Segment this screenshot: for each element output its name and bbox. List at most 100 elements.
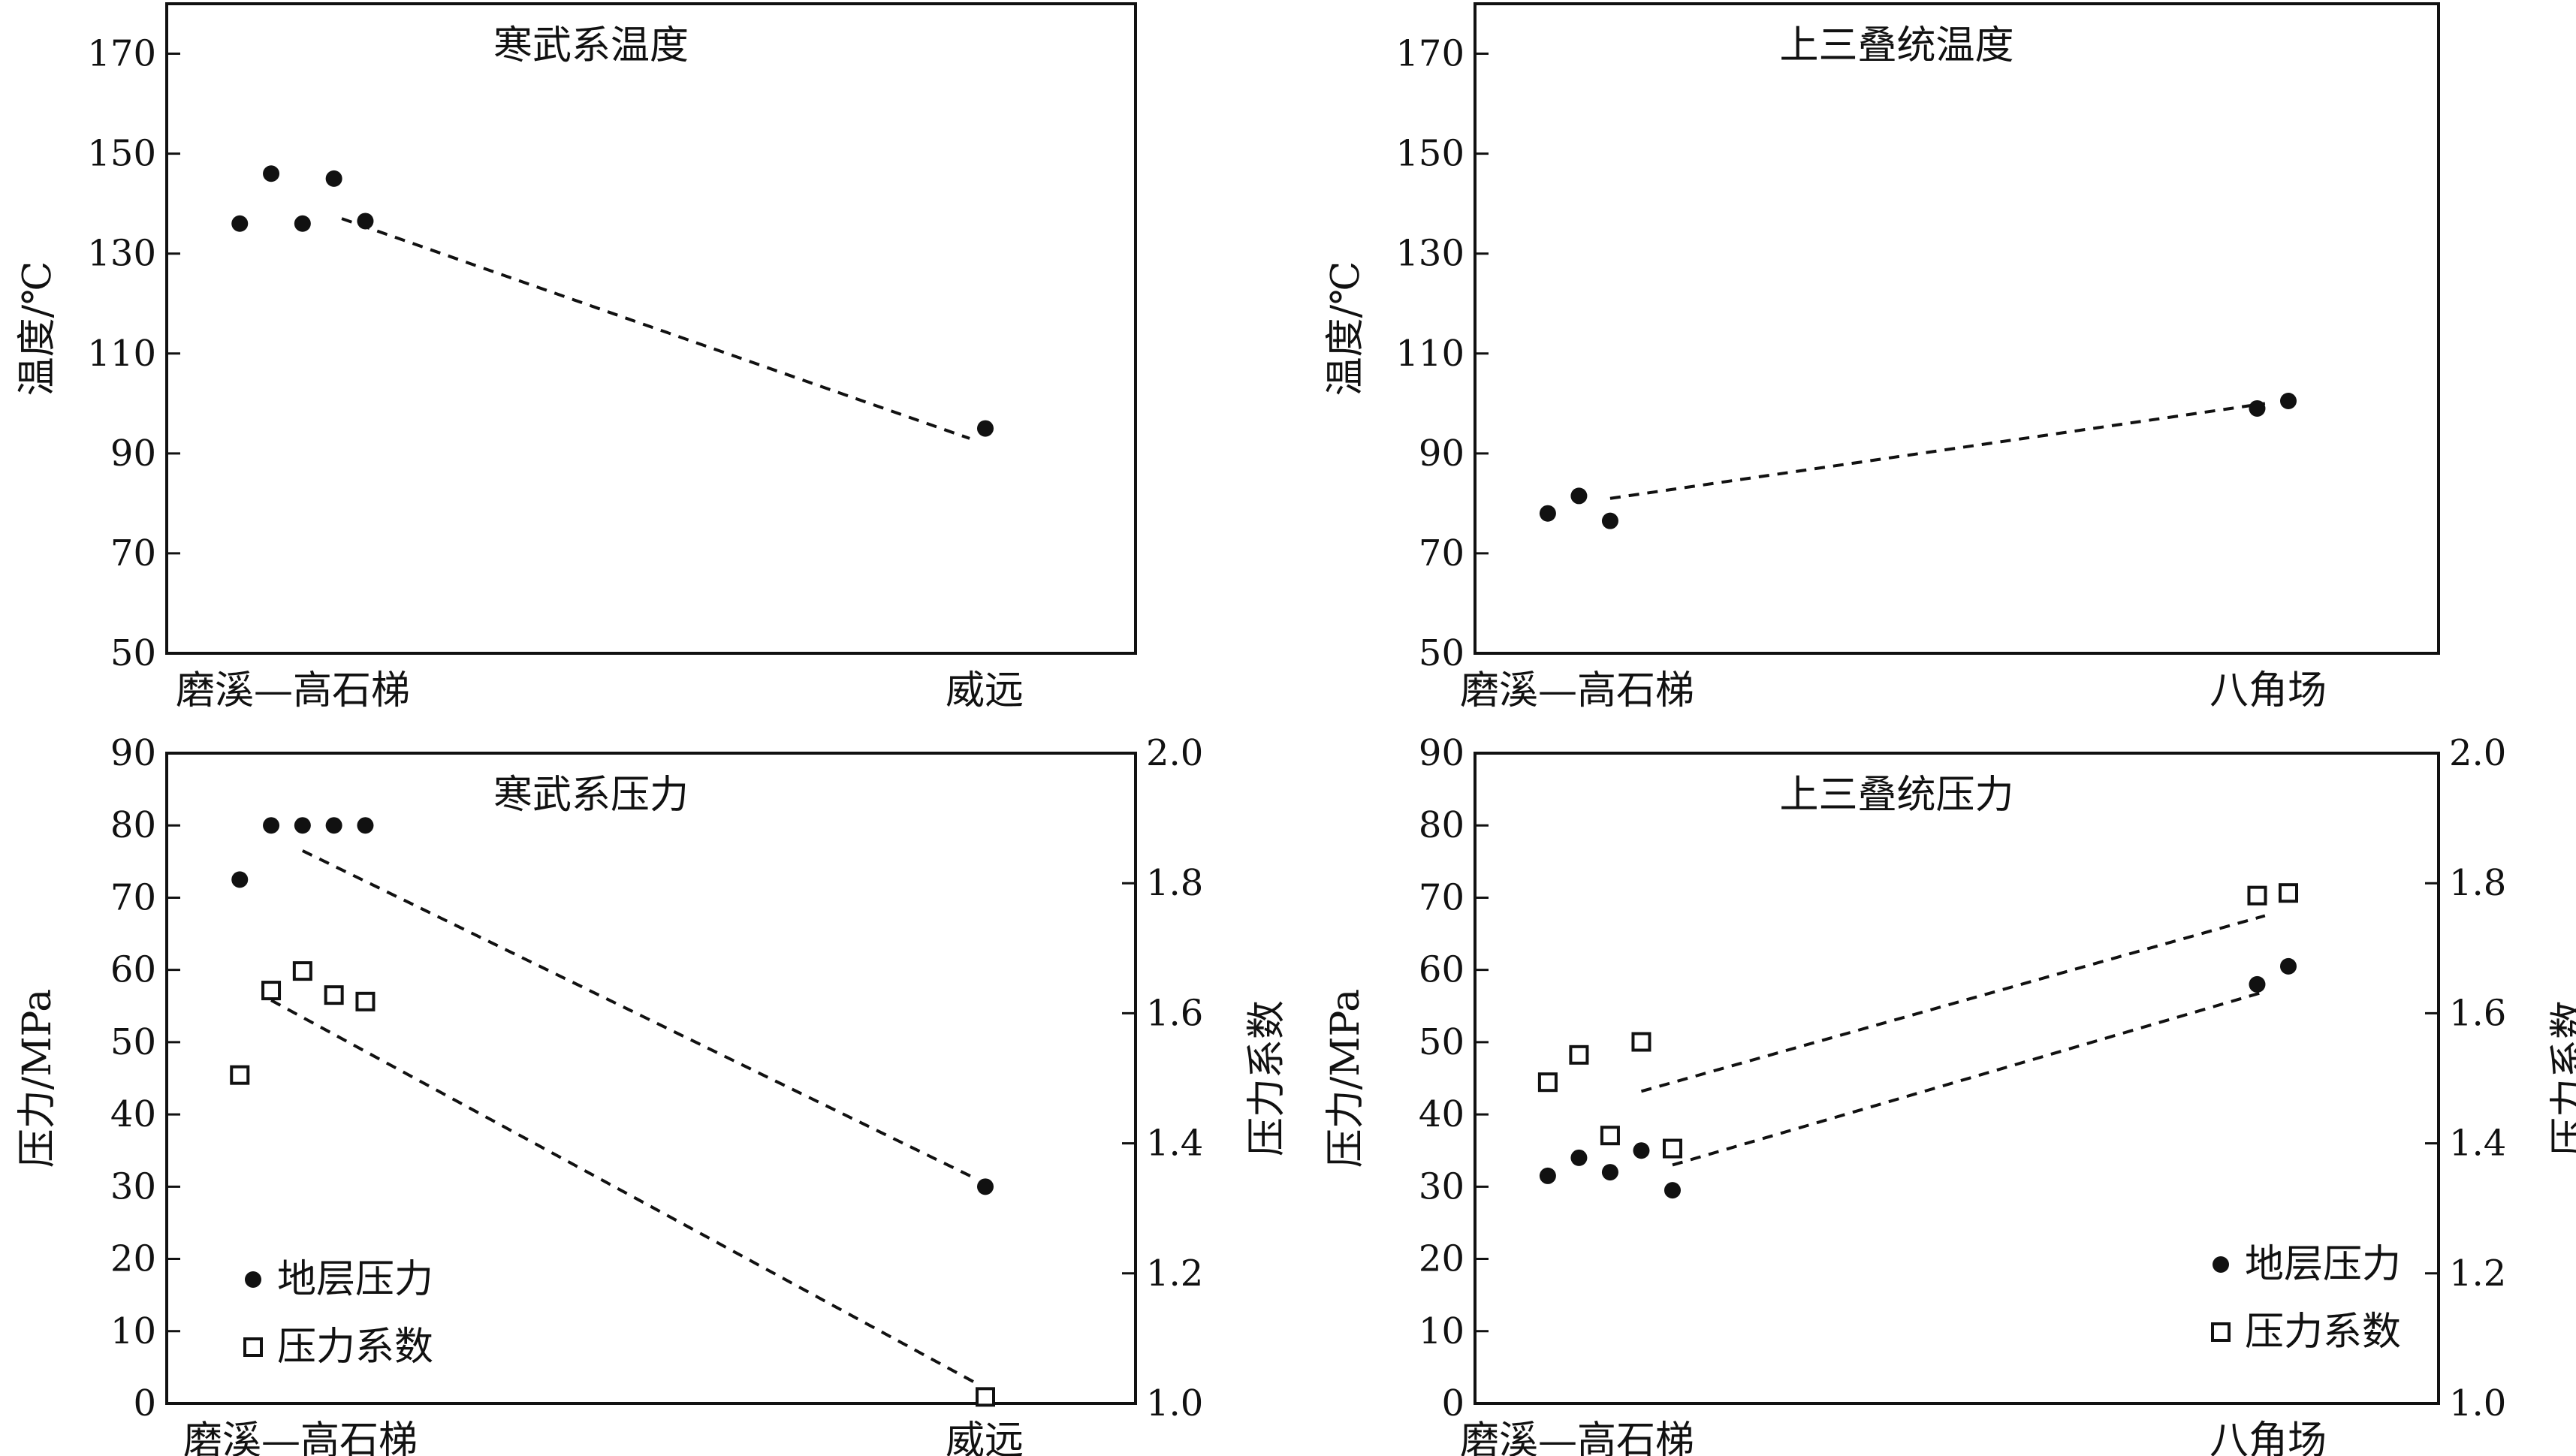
data-point-dot — [1664, 1182, 1681, 1199]
y2-tick-label: 1.0 — [2449, 1382, 2506, 1424]
data-point-dot — [325, 170, 342, 187]
x-category-label: 磨溪—高石梯 — [183, 1418, 418, 1456]
y2-axis-title: 压力系数 — [1244, 1000, 1290, 1156]
trend-line — [1609, 402, 2266, 500]
data-point-square — [2247, 885, 2267, 906]
data-point-dot — [1570, 1149, 1588, 1166]
data-point-square — [324, 985, 344, 1005]
data-point-square — [976, 1387, 995, 1407]
y-tick-label: 170 — [87, 33, 156, 75]
legend-label: 压力系数 — [2245, 1310, 2401, 1355]
y-tick-label: 0 — [1441, 1382, 1464, 1424]
chart-title: 上三叠统温度 — [1779, 23, 2013, 68]
data-point-dot — [294, 215, 311, 232]
y-tick-label: 0 — [133, 1382, 156, 1424]
y2-tick-label: 2.0 — [1146, 732, 1203, 774]
y-tick-label: 20 — [110, 1238, 156, 1280]
data-point-square — [292, 961, 312, 981]
x-category-label: 磨溪—高石梯 — [1460, 1418, 1694, 1456]
plot-frame — [1474, 752, 2440, 1405]
y-axis-title: 温度/℃ — [1323, 261, 1368, 396]
y-tick-label: 30 — [1419, 1165, 1464, 1207]
data-point-dot — [977, 1178, 994, 1195]
data-point-square — [261, 981, 282, 1001]
legend-label: 地层压力 — [2245, 1242, 2401, 1287]
trend-line — [1672, 990, 2266, 1167]
plot-frame — [165, 2, 1137, 655]
data-point-dot — [2249, 399, 2266, 417]
chart-title: 寒武系压力 — [493, 773, 689, 818]
y-tick-label: 150 — [1395, 133, 1464, 175]
legend-dot-marker — [245, 1271, 261, 1288]
y-tick-label: 30 — [110, 1165, 156, 1207]
plot-frame — [1474, 2, 2440, 655]
y2-tick-label: 1.8 — [2449, 862, 2506, 904]
y-tick-label: 20 — [1419, 1238, 1464, 1280]
y2-tick-label: 2.0 — [2449, 732, 2506, 774]
y-tick-label: 130 — [87, 233, 156, 275]
data-point-dot — [1539, 1167, 1556, 1184]
y-tick-label: 70 — [110, 532, 156, 574]
y-tick-label: 50 — [1419, 632, 1464, 674]
data-point-square — [230, 1065, 250, 1085]
data-point-dot — [2249, 975, 2266, 993]
y-axis-title: 压力/MPa — [15, 989, 60, 1168]
data-point-dot — [1601, 512, 1618, 529]
y-tick-label: 80 — [110, 804, 156, 846]
y-tick-label: 110 — [87, 333, 156, 375]
data-point-dot — [977, 420, 994, 437]
y2-tick-label: 1.2 — [2449, 1253, 2506, 1295]
y-tick-label: 70 — [1419, 876, 1464, 918]
y-tick-label: 110 — [1395, 333, 1464, 375]
y2-tick-label: 1.0 — [1146, 1382, 1203, 1424]
x-category-label: 八角场 — [2210, 668, 2327, 713]
y-tick-label: 60 — [1419, 949, 1464, 991]
y-tick-label: 10 — [110, 1310, 156, 1352]
y2-axis-title: 压力系数 — [2547, 1000, 2576, 1156]
chart-title: 寒武系温度 — [493, 23, 689, 68]
y-tick-label: 90 — [110, 732, 156, 774]
data-point-dot — [263, 165, 280, 182]
data-point-dot — [1601, 1164, 1618, 1181]
trend-line — [301, 849, 979, 1181]
data-point-dot — [231, 871, 249, 888]
y-tick-label: 150 — [87, 133, 156, 175]
y-axis-title: 压力/MPa — [1323, 989, 1368, 1168]
y-tick-label: 50 — [110, 1021, 156, 1063]
y2-tick-label: 1.6 — [2449, 992, 2506, 1034]
data-point-dot — [2280, 392, 2297, 409]
legend-square-marker — [2211, 1322, 2231, 1342]
y-tick-label: 50 — [110, 632, 156, 674]
y-tick-label: 10 — [1419, 1310, 1464, 1352]
chart-panel-4: 0 10 20 30 40 50 60 70 80 90 1.0 1.2 1.4 1.6 1.8 2.0 磨溪—… — [1323, 732, 2576, 1456]
data-point-square — [1631, 1032, 1651, 1052]
y-tick-label: 90 — [1419, 732, 1464, 774]
chart-panel-3: 0 10 20 30 40 50 60 70 80 90 1.0 1.2 1.4 1.6 1.8 2.0 磨溪—… — [15, 732, 1290, 1456]
y-tick-label: 90 — [110, 433, 156, 475]
y-tick-label: 60 — [110, 949, 156, 991]
y-tick-label: 40 — [1419, 1093, 1464, 1135]
legend-square-marker — [243, 1337, 263, 1357]
y2-tick-label: 1.2 — [1146, 1253, 1203, 1295]
y-tick-label: 130 — [1395, 233, 1464, 275]
trend-line — [270, 999, 979, 1385]
data-point-square — [1569, 1045, 1589, 1065]
x-category-label: 磨溪—高石梯 — [176, 668, 410, 713]
y-tick-label: 170 — [1395, 33, 1464, 75]
y2-tick-label: 1.8 — [1146, 862, 1203, 904]
x-category-label: 八角场 — [2210, 1418, 2327, 1456]
data-point-dot — [1633, 1142, 1650, 1159]
data-point-dot — [357, 213, 374, 230]
data-point-dot — [2280, 957, 2297, 975]
y-tick-label: 70 — [1419, 532, 1464, 574]
x-category-label: 威远 — [946, 1418, 1024, 1456]
y2-tick-label: 1.4 — [1146, 1123, 1203, 1165]
y-tick-label: 80 — [1419, 804, 1464, 846]
trend-line — [1640, 914, 2266, 1093]
chart-title: 上三叠统压力 — [1779, 773, 2013, 818]
legend-dot-marker — [2213, 1256, 2229, 1273]
data-point-dot — [357, 817, 374, 834]
